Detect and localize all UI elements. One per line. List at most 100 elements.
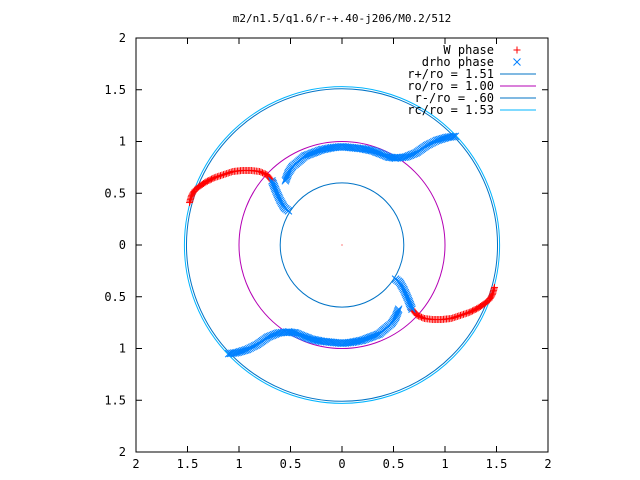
drho-phase-point bbox=[303, 333, 311, 342]
w-phase-point bbox=[464, 309, 472, 317]
cross-stroke bbox=[226, 349, 235, 358]
cross-stroke bbox=[373, 330, 382, 339]
x-tick-label: 1 bbox=[235, 457, 242, 471]
cross-stroke bbox=[357, 144, 365, 153]
w-phase-point bbox=[456, 311, 464, 319]
w-phase-point bbox=[221, 170, 229, 178]
cross-stroke bbox=[348, 338, 357, 347]
legend-marker bbox=[513, 46, 521, 54]
drho-phase-point bbox=[438, 134, 447, 143]
cross-stroke bbox=[364, 334, 372, 343]
drho-phase-point bbox=[372, 331, 381, 339]
drho-phase-point bbox=[440, 134, 448, 143]
drho-phase-point bbox=[313, 147, 322, 156]
cross-stroke bbox=[377, 150, 385, 158]
w-phase-point bbox=[449, 314, 457, 322]
cross-stroke bbox=[437, 135, 446, 143]
origin-dot bbox=[341, 244, 343, 246]
cross-stroke bbox=[369, 146, 377, 155]
drho-phase-point bbox=[238, 347, 247, 355]
drho-phase-point bbox=[373, 148, 381, 157]
cross-stroke bbox=[363, 145, 371, 154]
cross-stroke bbox=[284, 206, 293, 215]
x-tick-label: 1 bbox=[441, 457, 448, 471]
cross-stroke bbox=[368, 332, 377, 341]
cross-stroke bbox=[241, 346, 250, 354]
drho-phase-point bbox=[432, 136, 441, 145]
drho-phase-point bbox=[282, 174, 291, 182]
y-tick-label: 1.5 bbox=[104, 393, 126, 407]
drho-phase-point bbox=[226, 349, 235, 358]
drho-phase-point bbox=[234, 348, 243, 357]
cross-stroke bbox=[243, 345, 252, 354]
circle-r+-line bbox=[185, 88, 499, 402]
w-phase-point bbox=[420, 314, 428, 322]
cross-stroke bbox=[351, 337, 360, 346]
cross-stroke bbox=[273, 190, 282, 199]
cross-stroke bbox=[383, 152, 391, 161]
data-markers bbox=[186, 132, 498, 358]
cross-stroke bbox=[316, 146, 324, 155]
cross-stroke bbox=[367, 146, 376, 155]
drho-phase-point bbox=[305, 334, 314, 343]
drho-phase-point bbox=[434, 136, 443, 144]
drho-phase-point bbox=[373, 330, 382, 339]
drho-phase-point bbox=[314, 146, 323, 155]
drho-phase-point bbox=[364, 334, 372, 343]
cross-stroke bbox=[301, 333, 310, 341]
drho-phase-point bbox=[228, 349, 236, 358]
cross-stroke bbox=[438, 134, 447, 143]
cross-stroke bbox=[284, 328, 293, 336]
cross-stroke bbox=[316, 337, 324, 345]
cross-stroke bbox=[372, 331, 381, 339]
w-phase-point bbox=[257, 168, 265, 176]
legend-label: r+/ro = 1.51 bbox=[407, 67, 494, 81]
cross-stroke bbox=[282, 175, 290, 184]
circle-rc-line bbox=[183, 86, 501, 404]
drho-phase-point bbox=[306, 150, 315, 158]
drho-phase-point bbox=[361, 335, 370, 344]
drho-phase-point bbox=[241, 346, 250, 354]
chart-title: m2/n1.5/q1.6/r-+.40-j206/M0.2/512 bbox=[233, 12, 452, 25]
drho-phase-point bbox=[307, 149, 316, 158]
drho-phase-point bbox=[310, 335, 318, 344]
cross-stroke bbox=[373, 148, 381, 157]
cross-stroke bbox=[236, 347, 244, 356]
cross-stroke bbox=[400, 287, 409, 295]
drho-phase-point bbox=[451, 132, 460, 141]
cross-stroke bbox=[398, 153, 407, 162]
w-phase-point bbox=[220, 171, 228, 179]
cross-stroke bbox=[283, 171, 292, 180]
cross-stroke bbox=[282, 328, 291, 336]
drho-phase-point bbox=[407, 303, 416, 312]
w-phase-point bbox=[256, 168, 264, 176]
cross-stroke bbox=[393, 154, 402, 162]
cross-stroke bbox=[360, 145, 368, 153]
cross-stroke bbox=[314, 336, 323, 345]
cross-stroke bbox=[395, 153, 403, 162]
drho-phase-point bbox=[240, 346, 249, 355]
cross-stroke bbox=[393, 308, 402, 316]
drho-phase-point bbox=[301, 333, 310, 341]
drho-phase-point bbox=[283, 172, 291, 181]
legend-label: W phase bbox=[443, 43, 494, 57]
cross-stroke bbox=[444, 133, 453, 142]
cross-stroke bbox=[364, 146, 373, 154]
y-tick-label: 0.5 bbox=[104, 290, 126, 304]
drho-phase-point bbox=[304, 334, 313, 343]
cross-stroke bbox=[279, 328, 288, 337]
legend-marker bbox=[513, 58, 521, 66]
cross-stroke bbox=[271, 184, 279, 193]
drho-phase-point bbox=[449, 132, 458, 141]
cross-stroke bbox=[370, 147, 379, 156]
drho-phase-point bbox=[351, 337, 360, 346]
cross-stroke bbox=[449, 132, 458, 141]
x-tick-label: 2 bbox=[132, 457, 139, 471]
drho-phase-point bbox=[302, 151, 311, 160]
cross-stroke bbox=[358, 144, 367, 153]
cross-stroke bbox=[300, 332, 309, 341]
cross-stroke bbox=[366, 333, 375, 341]
w-phase-point bbox=[258, 169, 266, 177]
cross-stroke bbox=[375, 330, 383, 338]
